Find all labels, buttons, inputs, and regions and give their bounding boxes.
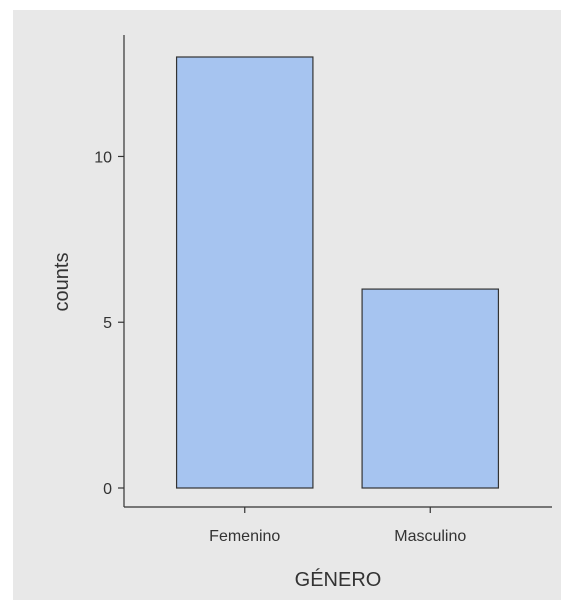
bar-masculino xyxy=(361,288,500,489)
y-tick-label: 5 xyxy=(103,315,112,332)
y-axis-title: counts xyxy=(51,253,73,312)
x-tick-label: Femenino xyxy=(209,528,280,545)
x-axis-ticks: Femenino Masculino xyxy=(209,507,466,545)
chart-panel: 0 5 10 Femenino Masculino counts GÉNERO xyxy=(13,10,561,600)
y-tick-label: 0 xyxy=(103,481,112,498)
x-tick-label: Masculino xyxy=(394,528,466,545)
y-tick-label: 10 xyxy=(94,149,112,166)
x-axis-title: GÉNERO xyxy=(295,568,382,591)
bar-chart: 0 5 10 Femenino Masculino counts GÉNERO xyxy=(51,35,552,591)
bar-femenino xyxy=(175,56,314,489)
plot-area xyxy=(175,56,500,489)
y-axis-ticks: 0 5 10 xyxy=(94,149,124,498)
